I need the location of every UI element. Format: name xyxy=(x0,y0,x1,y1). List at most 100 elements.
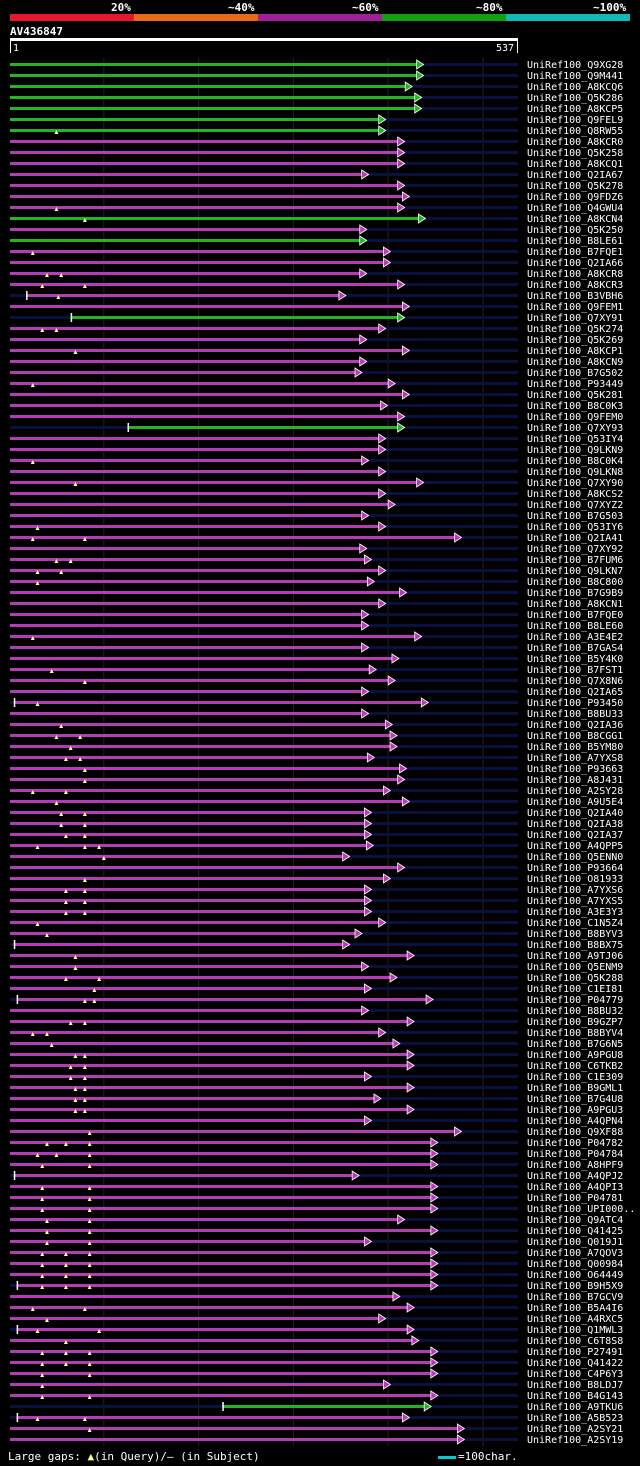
scale-end-label: 537 xyxy=(496,43,515,54)
hit-label: UniRef100_Q5K278 xyxy=(527,181,623,192)
gap-marker xyxy=(68,746,73,750)
gap-marker xyxy=(35,1153,40,1157)
gap-marker xyxy=(63,977,68,981)
hit-bar xyxy=(10,514,362,517)
hit-end-arrow xyxy=(361,1005,370,1016)
hit-end-arrow xyxy=(401,345,411,356)
hit-bar xyxy=(10,448,379,451)
gap-marker xyxy=(40,1285,45,1289)
gap-marker xyxy=(82,1065,87,1069)
hit-label: UniRef100_Q2IA41 xyxy=(527,533,623,544)
hit-label: UniRef100_Q53IY6 xyxy=(527,522,623,533)
hit-end-arrow xyxy=(383,246,392,257)
hit-label: UniRef100_Q41422 xyxy=(527,1358,623,1369)
hit-end-arrow xyxy=(387,499,396,510)
gap-marker xyxy=(82,1021,87,1025)
gap-marker xyxy=(82,768,87,772)
gap-marker xyxy=(40,1274,45,1278)
gap-marker xyxy=(87,1153,92,1157)
hit-label: UniRef100_UPI000.. xyxy=(527,1204,635,1215)
gap-marker xyxy=(82,823,87,827)
hit-label: UniRef100_A7QOV3 xyxy=(527,1248,623,1259)
hit-bar xyxy=(10,976,391,979)
hit-start-marker xyxy=(127,423,130,432)
hit-end-arrow xyxy=(397,422,406,433)
hit-label: UniRef100_P27491 xyxy=(527,1347,623,1358)
hit-label: UniRef100_P04782 xyxy=(527,1138,623,1149)
hit-bar xyxy=(10,745,391,748)
hit-label: UniRef100_Q00984 xyxy=(527,1259,623,1270)
gap-marker xyxy=(68,559,73,563)
hit-bar xyxy=(10,591,400,594)
hit-label: UniRef100_Q4GWU4 xyxy=(527,203,623,214)
gap-marker xyxy=(35,526,40,530)
gap-marker xyxy=(87,1131,92,1135)
hit-bar xyxy=(10,151,398,154)
hit-bar xyxy=(10,1273,431,1276)
hit-end-arrow xyxy=(430,1159,439,1170)
hit-label: UniRef100_A3E4E2 xyxy=(527,632,623,643)
hit-label: UniRef100_A8KCN4 xyxy=(527,214,623,225)
gap-marker xyxy=(30,1032,35,1036)
hit-start-marker xyxy=(16,1281,19,1290)
hit-bar xyxy=(10,1020,408,1023)
hit-label: UniRef100_B5YM80 xyxy=(527,742,623,753)
hit-label: UniRef100_Q7XYZ2 xyxy=(527,500,623,511)
hit-label: UniRef100_A8KCQ1 xyxy=(527,159,623,170)
gap-marker xyxy=(82,900,87,904)
gap-marker xyxy=(63,889,68,893)
hit-label: UniRef100_B9H5X9 xyxy=(527,1281,623,1292)
gap-marker xyxy=(73,1054,78,1058)
gap-marker xyxy=(82,999,87,1003)
hit-end-arrow xyxy=(397,312,406,323)
hit-end-arrow xyxy=(397,136,406,147)
hit-end-arrow xyxy=(361,510,370,521)
hit-end-arrow xyxy=(430,1225,439,1236)
hit-bar xyxy=(16,1328,408,1331)
gap-marker xyxy=(40,1208,45,1212)
hit-end-arrow xyxy=(389,730,398,741)
hit-label: UniRef100_C1EI81 xyxy=(527,984,623,995)
hit-label: UniRef100_Q5ENN0 xyxy=(527,852,623,863)
hit-label: UniRef100_Q41425 xyxy=(527,1226,623,1237)
hit-start-marker xyxy=(16,995,19,1004)
hit-bar xyxy=(10,1141,431,1144)
gap-marker xyxy=(40,1164,45,1168)
hit-bar xyxy=(10,481,417,484)
gap-marker xyxy=(78,757,83,761)
hit-label: UniRef100_B7FQE0 xyxy=(527,610,623,621)
gap-marker xyxy=(30,460,35,464)
gap-marker xyxy=(35,845,40,849)
hit-bar xyxy=(10,96,415,99)
hit-end-arrow xyxy=(414,631,423,642)
gap-marker xyxy=(54,207,59,211)
hit-end-arrow xyxy=(361,686,370,697)
scale-end-tick xyxy=(517,41,518,53)
hit-label: UniRef100_Q2IA36 xyxy=(527,720,623,731)
hit-end-arrow xyxy=(364,807,373,818)
gap-marker xyxy=(87,1164,92,1168)
gap-marker xyxy=(87,1395,92,1399)
gap-marker xyxy=(73,350,78,354)
gap-marker xyxy=(82,845,87,849)
gap-marker xyxy=(82,1417,87,1421)
hit-end-arrow xyxy=(364,1236,373,1247)
hit-label: UniRef100_A7YXS6 xyxy=(527,885,623,896)
legend-segment-4 xyxy=(382,14,506,21)
hit-end-arrow xyxy=(361,708,370,719)
hit-bar xyxy=(10,789,384,792)
gap-marker xyxy=(73,1087,78,1091)
hit-label: UniRef100_Q53IY4 xyxy=(527,434,623,445)
hit-bar xyxy=(10,800,403,803)
hit-label: UniRef100_B8C0K3 xyxy=(527,401,623,412)
gap-marker xyxy=(35,1417,40,1421)
hit-label: UniRef100_A9PGU8 xyxy=(527,1050,623,1061)
hit-label: UniRef100_B8BX75 xyxy=(527,940,623,951)
scale-start-label: 1 xyxy=(13,43,20,54)
hit-label: UniRef100_Q9XF88 xyxy=(527,1127,623,1138)
gap-marker xyxy=(40,1373,45,1377)
hit-bar xyxy=(10,382,389,385)
hit-bar xyxy=(10,1130,455,1133)
gap-triangle-icon: ▲ xyxy=(87,1450,95,1463)
hit-label: UniRef100_B8BU33 xyxy=(527,709,623,720)
